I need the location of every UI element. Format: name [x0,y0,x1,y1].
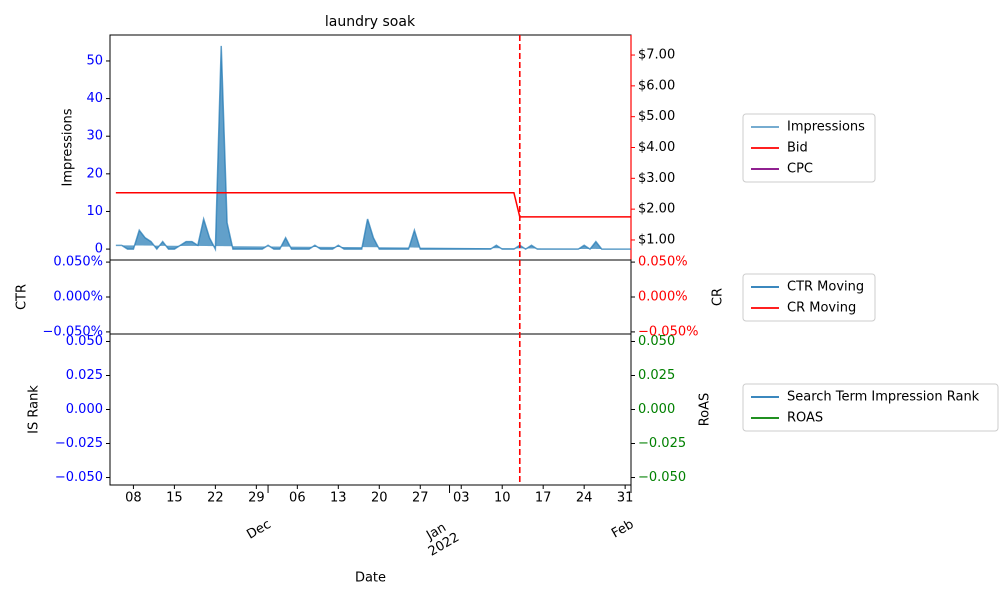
x-tick-label: 29 [248,491,265,506]
chart-title: laundry soak [325,14,416,30]
y-tick-label: 50 [86,53,103,68]
y-tick-label: 30 [86,129,103,144]
x-tick-label: 15 [166,491,183,506]
x-tick-label: 13 [330,491,347,506]
y2-axis-label: CR [711,288,726,306]
line [115,192,631,218]
x-tick-label: 20 [371,491,388,506]
y2-tick-label: −0.050% [638,324,698,339]
x-tick-label: 22 [207,491,224,506]
x-tick-label: 31 [617,491,634,506]
y2-tick-label: $4.00 [638,140,675,155]
y2-tick-label: $6.00 [638,78,675,93]
y2-axis-label: RoAS [698,393,713,427]
x-axis-label: Date [355,571,386,586]
plot-frame [109,333,632,486]
y-tick-label: −0.050 [55,470,103,485]
legend-label: CPC [787,162,813,177]
x-tick-label: 24 [576,491,593,506]
y-tick-label: 0.000 [66,402,103,417]
y2-tick-label: $1.00 [638,232,675,247]
y2-tick-label: −0.025 [638,436,686,451]
legend-label: Bid [787,141,808,156]
legend-label: Impressions [787,120,865,135]
legend-box [742,273,876,322]
y-tick-label: 0.000% [53,290,103,305]
y2-tick-label: $5.00 [638,109,675,124]
y2-tick-label: 0.050% [638,255,688,270]
y2-tick-label: 0.050 [638,334,675,349]
x-tick-label: 08 [125,491,142,506]
y-tick-label: 10 [86,204,103,219]
legend-box [742,113,876,183]
y-axis-label: Impressions [61,108,76,186]
legend-label: ROAS [787,411,823,426]
y2-tick-label: $2.00 [638,202,675,217]
y2-tick-label: 0.000% [638,290,688,305]
y2-tick-label: $3.00 [638,171,675,186]
x-tick-label: 06 [289,491,306,506]
y-axis-label: CTR [15,284,30,310]
legend-box [742,383,999,432]
x-tick-label: 17 [535,491,552,506]
y-tick-label: 40 [86,91,103,106]
y2-tick-label: 0.025 [638,368,675,383]
y-tick-label: 0.050 [66,334,103,349]
legend-label: CTR Moving [787,280,864,295]
x-tick-label: 03 [453,491,470,506]
y-tick-label: 0.050% [53,255,103,270]
y2-tick-label: 0.000 [638,402,675,417]
x-tick-label: 27 [412,491,429,506]
y2-tick-label: $7.00 [638,48,675,63]
y-axis-label: IS Rank [27,385,42,434]
y2-tick-label: −0.050 [638,470,686,485]
plot-frame [109,259,632,335]
legend-label: CR Moving [787,301,856,316]
y-tick-label: −0.050% [43,324,103,339]
y-tick-label: 0.025 [66,368,103,383]
y-tick-label: 20 [86,166,103,181]
area [115,45,631,253]
y-tick-label: −0.025 [55,436,103,451]
legend-label: Search Term Impression Rank [787,390,980,405]
y-tick-label: 0 [95,242,103,257]
x-tick-label: 10 [494,491,511,506]
